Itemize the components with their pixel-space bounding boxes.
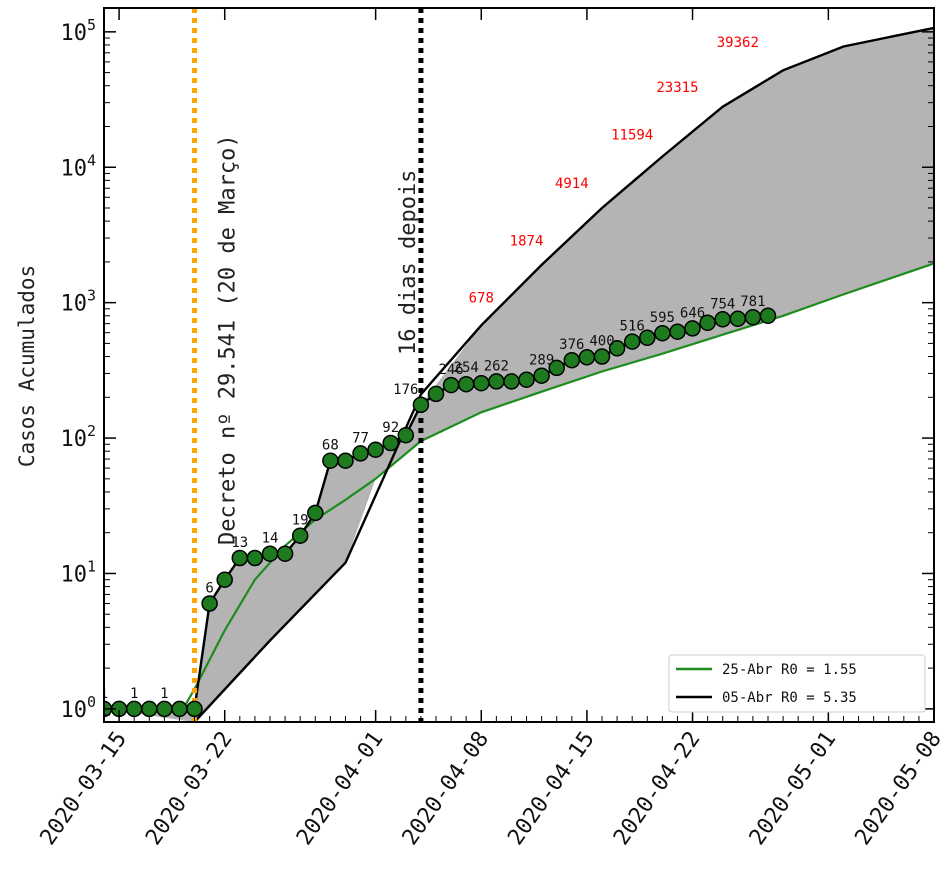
forecast-labels: 678 1874 4914 11594 23315 39362	[469, 35, 759, 306]
event-line-labels: Decreto nº 29.541 (20 de Março) 16 dias d…	[216, 134, 421, 545]
forecast-value-label: 4914	[555, 176, 589, 192]
y-axis-label: Casos Acumulados	[15, 265, 39, 467]
observed-value-label: 176	[393, 382, 418, 398]
observed-point	[367, 441, 384, 458]
observed-point	[473, 374, 490, 392]
observed-value-label: 68	[322, 438, 339, 454]
uncertainty-band	[104, 27, 934, 722]
y-axis: 100 101 102 103 104 105	[60, 16, 934, 723]
plot-frame	[103, 7, 935, 723]
observed-value-label: 254	[454, 360, 479, 376]
observed-point	[156, 700, 173, 718]
observed-point	[397, 426, 415, 444]
observed-point	[518, 371, 535, 388]
observed-point	[699, 314, 716, 332]
observed-point	[261, 545, 279, 562]
observed-point	[125, 700, 143, 718]
observed-point	[442, 376, 460, 394]
observed-point	[307, 504, 324, 522]
observed-value-label: 77	[352, 430, 369, 446]
forecast-value-label: 39362	[717, 35, 759, 51]
y-tick-label: 104	[60, 151, 96, 181]
legend: 25-Abr R0 = 1.55 05-Abr R0 = 5.35	[668, 654, 926, 713]
y-tick-label: 103	[60, 287, 96, 317]
observed-value-label: 595	[650, 310, 675, 326]
event-line-label-16-dias: 16 dias depois	[396, 170, 421, 355]
observed-value-label: 246	[438, 362, 463, 378]
observed-value-label: 646	[680, 305, 705, 321]
observed-value-label: 262	[484, 358, 509, 374]
observed-value-label: 1	[160, 686, 168, 702]
observed-point	[291, 527, 309, 544]
series-line-r0-535	[193, 26, 934, 722]
observed-point	[714, 311, 731, 328]
observed-value-label: 781	[740, 294, 765, 310]
forecast-value-label: 23315	[656, 80, 698, 96]
observed-point	[186, 700, 203, 718]
observed-value-label: 1	[130, 686, 138, 702]
observed-value-label: 6	[205, 581, 213, 597]
observed-point	[563, 351, 581, 369]
observed-point	[201, 595, 218, 612]
observed-point	[457, 375, 475, 393]
observed-value-label: 13	[231, 535, 248, 551]
observed-point	[231, 549, 249, 567]
forecast-value-label: 1874	[510, 233, 544, 249]
observed-point	[608, 340, 626, 357]
observed-point	[322, 452, 339, 469]
observed-point	[533, 367, 550, 384]
y-tick-label: 105	[60, 16, 96, 46]
observed-point	[593, 348, 611, 365]
observed-point	[276, 545, 294, 562]
observed-point	[171, 700, 188, 718]
legend-box	[668, 654, 926, 713]
observed-point	[548, 359, 565, 377]
observed-point	[639, 329, 656, 347]
y-tick-label: 101	[60, 557, 96, 587]
observed-point	[654, 324, 671, 342]
observed-value-label: 376	[559, 337, 584, 353]
observed-point	[412, 396, 430, 414]
observed-value-label: 400	[589, 334, 614, 350]
forecast-value-label: 678	[469, 291, 494, 307]
event-lines	[192, 8, 424, 722]
observed-value-label: 19	[292, 513, 309, 529]
observed-value-label: 754	[710, 296, 735, 312]
observed-point	[503, 373, 520, 390]
observed-value-label: 289	[529, 353, 554, 369]
observed-point	[744, 308, 762, 326]
legend-label: 05-Abr R0 = 5.35	[722, 690, 857, 706]
y-tick-label: 102	[60, 422, 96, 452]
observed-point	[352, 445, 369, 462]
observed-value-label: 1	[100, 686, 108, 702]
observed-point	[669, 323, 686, 340]
observed-point	[729, 310, 747, 328]
observed-value-label: 92	[382, 420, 399, 436]
observed-point	[684, 320, 701, 337]
legend-label: 25-Abr R0 = 1.55	[722, 662, 857, 678]
observed-point	[337, 452, 354, 469]
observed-point	[427, 385, 445, 403]
observed-point	[246, 549, 264, 567]
observed-point	[141, 700, 158, 718]
forecast-value-label: 11594	[611, 128, 653, 144]
observed-value-label: 14	[262, 531, 279, 547]
observed-point	[216, 571, 233, 588]
observed-point	[759, 307, 777, 325]
observed-value-label: 516	[620, 319, 645, 335]
y-tick-label: 100	[60, 693, 96, 723]
event-line-label-decreto: Decreto nº 29.541 (20 de Março)	[216, 134, 241, 545]
observed-point	[382, 434, 399, 452]
observed-point	[623, 333, 641, 350]
observed-point	[488, 373, 505, 390]
